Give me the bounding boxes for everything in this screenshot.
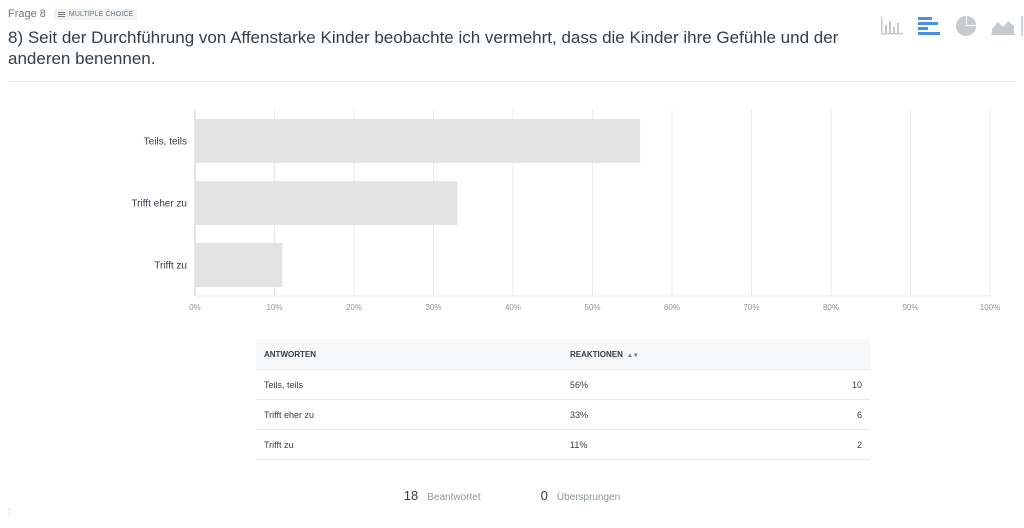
table-header-row: ANTWORTEN REAKTIONEN ▲▼	[256, 339, 870, 370]
x-tick-label: 0%	[189, 303, 201, 312]
horizontal-bar-chart-button[interactable]	[917, 15, 941, 37]
panel-edge	[1021, 16, 1023, 36]
x-tick-label: 40%	[505, 303, 521, 312]
x-tick-label: 100%	[980, 303, 1000, 312]
table-row: Trifft eher zu 33% 6	[256, 399, 870, 430]
x-tick-label: 10%	[266, 303, 282, 312]
response-summary: 18 Beantwortet 0 Übersprungen	[0, 488, 1024, 503]
column-chart-icon	[881, 17, 903, 35]
question-number: Frage 8	[8, 8, 46, 20]
count-cell: 10	[788, 369, 870, 400]
area-chart-icon	[991, 21, 1015, 35]
chart-type-toolbar	[880, 15, 1015, 37]
answered-summary: 18 Beantwortet	[404, 488, 481, 503]
category-label: Trifft zu	[154, 261, 187, 272]
count-cell: 2	[788, 429, 870, 460]
sort-icon[interactable]: ▲▼	[626, 352, 639, 359]
results-table: ANTWORTEN REAKTIONEN ▲▼ Teils, teils 56% …	[256, 339, 870, 460]
x-tick-label: 70%	[743, 303, 759, 312]
chart-category-labels: Teils, teils Trifft eher zu Trifft zu	[131, 137, 187, 272]
question-type-label: MULTIPLE CHOICE	[68, 10, 134, 18]
category-label: Trifft eher zu	[131, 199, 187, 210]
chart-bars	[195, 119, 641, 287]
table-row: Trifft zu 11% 2	[256, 429, 870, 460]
question-title: 8) Seit der Durchführung von Affenstarke…	[8, 28, 839, 68]
x-tick-label: 90%	[902, 303, 918, 312]
percent-cell: 11%	[562, 429, 788, 460]
bar[interactable]	[195, 119, 641, 163]
skipped-label: Übersprungen	[556, 492, 621, 503]
answered-count: 18	[403, 488, 419, 503]
bar[interactable]	[195, 243, 283, 287]
percent-cell: 33%	[562, 399, 788, 430]
percent-cell: 56%	[562, 369, 788, 400]
skipped-count: 0	[540, 488, 548, 503]
response-bar-chart: Teils, teils Trifft eher zu Trifft zu 0% 10…	[131, 110, 1000, 312]
answer-cell: Teils, teils	[256, 369, 562, 400]
x-tick-label: 60%	[664, 303, 680, 312]
x-tick-label: 20%	[346, 303, 362, 312]
answer-cell: Trifft zu	[256, 429, 562, 460]
x-tick-label: 80%	[823, 303, 839, 312]
count-cell: 6	[788, 399, 870, 430]
answered-label: Beantwortet	[427, 492, 481, 503]
skipped-summary: 0 Übersprungen	[541, 488, 621, 503]
chart-x-tick-labels: 0% 10% 20% 30% 40% 50% 60% 70% 80% 90% 100%	[189, 303, 1000, 312]
responses-column-header[interactable]: REAKTIONEN ▲▼	[562, 339, 870, 370]
question-type-badge: MULTIPLE CHOICE	[53, 8, 138, 20]
table-row: Teils, teils 56% 10	[256, 369, 870, 400]
list-icon	[57, 11, 65, 17]
pie-chart-icon	[956, 16, 976, 36]
corner-mark: :	[8, 506, 11, 516]
bar-chart-icon	[918, 17, 940, 35]
category-label: Teils, teils	[144, 137, 187, 148]
question-meta: Frage 8 MULTIPLE CHOICE	[8, 8, 138, 20]
x-tick-label: 50%	[584, 303, 600, 312]
title-divider	[8, 81, 1016, 82]
pie-chart-button[interactable]	[954, 15, 978, 37]
area-chart-button[interactable]	[991, 15, 1015, 37]
x-tick-label: 30%	[425, 303, 441, 312]
answer-cell: Trifft eher zu	[256, 399, 562, 430]
answers-column-header: ANTWORTEN	[256, 339, 562, 370]
bar[interactable]	[195, 181, 458, 225]
vertical-bar-chart-button[interactable]	[880, 15, 904, 37]
